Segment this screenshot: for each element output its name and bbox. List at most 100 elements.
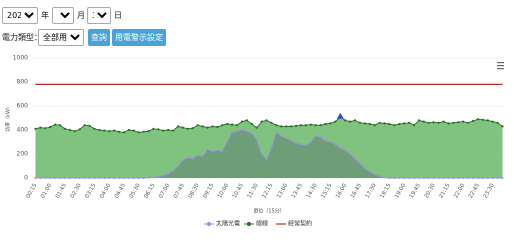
solar-point	[383, 176, 386, 179]
x-tick-label: 13:45	[291, 182, 304, 199]
total-point	[353, 119, 357, 122]
x-tick-label: 23:30	[483, 182, 496, 199]
x-tick-label: 02:30	[70, 182, 83, 199]
solar-point	[236, 130, 239, 133]
solar-point	[240, 129, 243, 131]
total-point	[235, 124, 239, 127]
x-tick-label: 00:15	[25, 182, 38, 199]
total-point	[240, 120, 244, 123]
menu-icon	[497, 68, 504, 70]
total-point	[309, 123, 312, 126]
solar-point	[73, 177, 76, 179]
solar-point	[432, 177, 435, 179]
total-point	[206, 126, 209, 129]
menu-icon	[497, 65, 504, 67]
total-point	[408, 121, 411, 124]
x-tick-label: 21:15	[438, 182, 451, 199]
total-point	[358, 121, 362, 124]
x-tick-label: 19:45	[409, 182, 422, 199]
solar-point	[319, 136, 322, 139]
solar-point	[142, 177, 145, 179]
total-point	[491, 120, 494, 123]
solar-point	[152, 176, 155, 179]
x-tick-label: 16:00	[335, 182, 348, 199]
solar-point	[472, 177, 475, 179]
solar-point	[363, 167, 366, 170]
solar-point	[118, 177, 121, 179]
solar-point	[467, 177, 470, 179]
total-point	[275, 124, 278, 127]
solar-point	[442, 177, 445, 179]
total-point	[113, 129, 116, 132]
total-point	[403, 122, 406, 125]
solar-point	[398, 177, 401, 179]
solar-point	[413, 177, 416, 179]
x-tick-label: 14:30	[306, 182, 319, 199]
y-tick-label: 600	[17, 103, 29, 110]
total-point	[63, 127, 67, 130]
total-point	[108, 130, 111, 133]
total-point	[393, 124, 396, 127]
solar-point	[339, 147, 342, 149]
solar-point	[59, 177, 62, 179]
max-marker	[336, 112, 344, 119]
solar-point	[211, 150, 214, 153]
total-point	[196, 124, 199, 127]
solar-point	[113, 177, 116, 179]
total-point	[398, 122, 401, 126]
solar-point	[388, 177, 391, 179]
solar-point	[103, 177, 106, 179]
total-point	[265, 119, 268, 122]
x-tick-label: 17:30	[365, 182, 378, 199]
solar-point	[191, 157, 194, 160]
total-point	[88, 124, 91, 127]
x-tick-label: 22:45	[468, 182, 481, 199]
x-tick-label: 04:00	[99, 182, 112, 199]
solar-point	[290, 139, 293, 142]
solar-point	[486, 177, 489, 179]
total-point	[334, 120, 337, 123]
total-point	[457, 121, 460, 124]
total-point	[245, 119, 248, 122]
total-point	[417, 119, 421, 122]
solar-point	[181, 159, 184, 161]
total-point	[83, 124, 86, 127]
solar-point	[177, 165, 180, 167]
solar-point	[39, 177, 42, 179]
total-point	[255, 126, 258, 129]
year-select[interactable]: 2024	[2, 7, 38, 24]
day-select[interactable]: 30	[87, 7, 111, 24]
total-point	[142, 130, 145, 133]
legend-label: 總線	[256, 220, 268, 228]
x-tick-label: 15:15	[320, 182, 333, 199]
solar-point	[378, 175, 381, 178]
type-select[interactable]: 全部用電	[38, 29, 84, 46]
total-point	[172, 129, 175, 132]
solar-point	[68, 177, 71, 179]
total-point	[481, 118, 484, 121]
total-point	[319, 124, 322, 127]
solar-point	[186, 156, 189, 159]
y-tick-label: 1000	[13, 55, 28, 62]
total-point	[221, 124, 224, 127]
solar-point	[98, 177, 101, 179]
total-point	[368, 122, 371, 126]
total-point	[260, 120, 263, 123]
solar-point	[147, 176, 150, 179]
solar-point	[93, 177, 96, 179]
alert-button[interactable]: 用電警示設定	[112, 29, 166, 46]
total-point	[447, 122, 450, 125]
solar-point	[216, 149, 219, 152]
y-tick-label: 0	[24, 175, 28, 182]
solar-point	[206, 148, 209, 151]
total-point	[78, 128, 81, 131]
total-point	[226, 122, 229, 126]
solar-point	[108, 177, 111, 179]
x-tick-label: 06:15	[143, 182, 156, 199]
total-point	[98, 128, 101, 132]
solar-point	[34, 177, 37, 179]
total-point	[471, 119, 475, 123]
total-point	[467, 121, 470, 124]
month-select[interactable]: 6	[52, 7, 74, 24]
query-button[interactable]: 查詢	[88, 29, 110, 46]
